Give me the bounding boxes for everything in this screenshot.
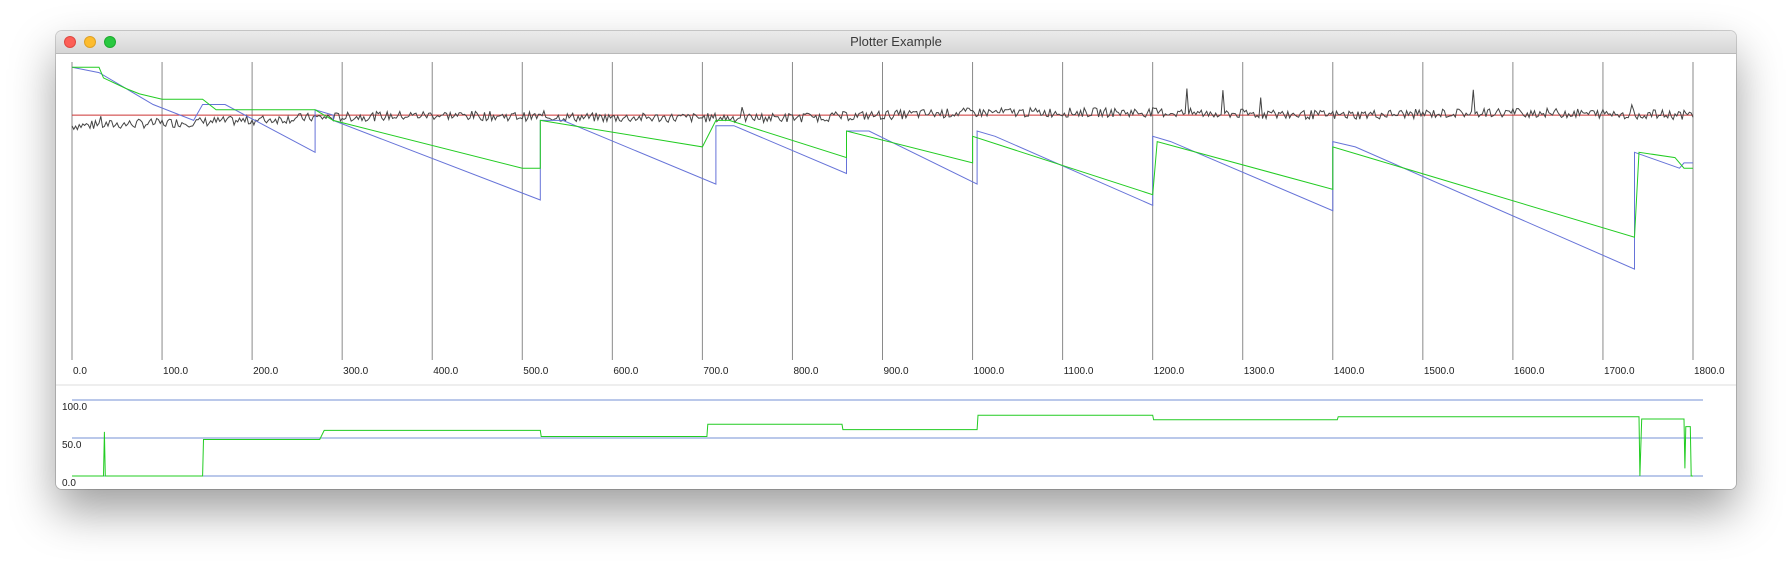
x-tick-label: 300.0 (343, 366, 368, 377)
y-tick-label: 0.0 (62, 478, 76, 488)
x-tick-label: 1700.0 (1604, 366, 1635, 377)
x-tick-label: 1800.0 (1694, 366, 1725, 377)
title-bar[interactable]: Plotter Example (56, 31, 1736, 54)
x-tick-label: 800.0 (793, 366, 818, 377)
x-tick-label: 1400.0 (1334, 366, 1365, 377)
x-tick-label: 700.0 (703, 366, 728, 377)
x-tick-label: 1300.0 (1244, 366, 1275, 377)
main-plot: 0.0 100.0 200.0 300.0 400.0 500.0 600.0 700.0 80… (56, 62, 1736, 386)
x-tick-label: 600.0 (613, 366, 638, 377)
x-tick-label: 400.0 (433, 366, 458, 377)
x-tick-label: 100.0 (163, 366, 188, 377)
x-tick-label: 1100.0 (1064, 366, 1094, 377)
x-tick-label: 1200.0 (1154, 366, 1185, 377)
zoom-button[interactable] (104, 36, 116, 48)
series-line (72, 414, 1693, 477)
minimize-button[interactable] (84, 36, 96, 48)
plotter-window: Plotter Example 0.0 100.0 200.0 300.0 400.0 5… (56, 31, 1736, 489)
window-title: Plotter Example (850, 34, 942, 49)
x-tick-label: 200.0 (253, 366, 278, 377)
series-line (71, 88, 1694, 131)
series-line (71, 66, 1693, 270)
close-button[interactable] (64, 36, 76, 48)
x-tick-label: 1500.0 (1424, 366, 1455, 377)
secondary-plot: 100.0 50.0 0.0 (62, 399, 1703, 488)
x-tick-label: 1000.0 (974, 366, 1005, 377)
plot-area: 0.0 100.0 200.0 300.0 400.0 500.0 600.0 700.0 80… (56, 54, 1736, 489)
x-tick-label: 1600.0 (1514, 366, 1545, 377)
series-line (72, 66, 1693, 238)
y-tick-label: 50.0 (62, 440, 82, 451)
x-tick-label: 500.0 (523, 366, 548, 377)
y-tick-label: 100.0 (62, 402, 87, 413)
x-tick-label: 0.0 (73, 366, 87, 377)
x-tick-label: 900.0 (884, 366, 909, 377)
